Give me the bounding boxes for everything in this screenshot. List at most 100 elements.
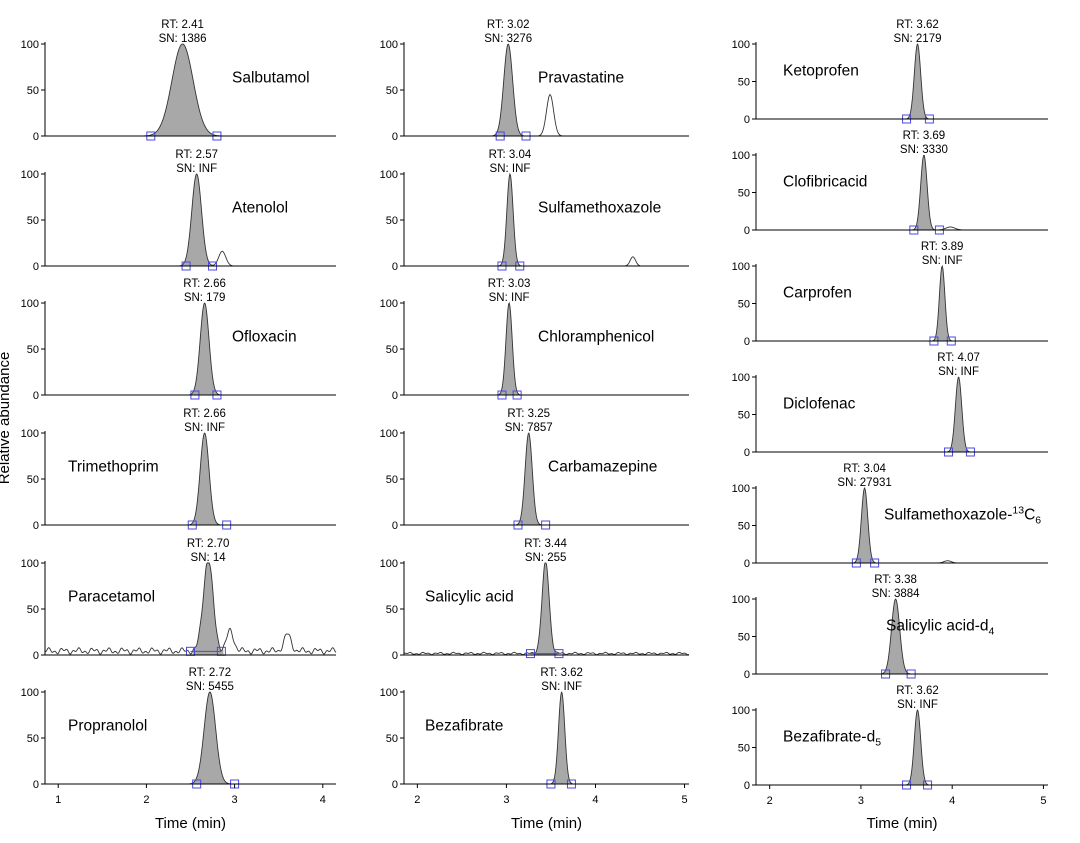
signal-noise-label: SN: INF bbox=[938, 366, 979, 378]
panel-paracetamol: 0 50 100 RT: 2.70 SN: 14 Paracetamol bbox=[21, 538, 337, 662]
peak-area bbox=[148, 44, 217, 136]
y-tick-label: 0 bbox=[392, 131, 398, 143]
panel-clofibricacid: 0 50 100 RT: 3.69 SN: 3330 Clofibricacid bbox=[732, 130, 1048, 237]
compound-name: Propranolol bbox=[68, 718, 147, 735]
peak-area bbox=[534, 563, 558, 655]
chromatogram-trace bbox=[756, 486, 1048, 564]
signal-noise-label: SN: INF bbox=[489, 292, 530, 304]
y-tick-label: 0 bbox=[744, 114, 750, 126]
panel-bezafibrate: 0 50 100 RT: 3.62 SN: INF Bezafibrate bbox=[380, 667, 689, 791]
y-tick-label: 50 bbox=[738, 632, 750, 644]
signal-noise-label: SN: 14 bbox=[191, 552, 227, 564]
y-tick-label: 0 bbox=[392, 650, 398, 662]
panel-diclofenac: 0 50 100 RT: 4.07 SN: INF Diclofenac bbox=[732, 352, 1048, 459]
chromatogram-trace bbox=[404, 432, 689, 526]
retention-time-label: RT: 3.69 bbox=[903, 130, 946, 142]
signal-noise-label: SN: 2179 bbox=[894, 33, 942, 45]
chromatogram-trace bbox=[404, 43, 689, 137]
signal-noise-label: SN: INF bbox=[922, 255, 963, 267]
y-tick-label: 50 bbox=[738, 410, 750, 422]
retention-time-label: RT: 3.62 bbox=[896, 19, 939, 31]
signal-noise-label: SN: 1386 bbox=[159, 33, 207, 45]
x-tick-label: 1 bbox=[55, 794, 61, 806]
panel-chloramphenicol: 0 50 100 RT: 3.03 SN: INF Chloramphenicol bbox=[380, 278, 689, 402]
y-tick-label: 100 bbox=[732, 483, 750, 495]
retention-time-label: RT: 3.02 bbox=[487, 19, 530, 31]
retention-time-label: RT: 4.07 bbox=[937, 352, 980, 364]
chromatogram-trace bbox=[404, 172, 689, 267]
chromatogram-trace bbox=[756, 376, 1048, 453]
y-tick-label: 100 bbox=[732, 594, 750, 606]
retention-time-label: RT: 3.38 bbox=[874, 574, 917, 586]
panel-carprofen: 0 50 100 RT: 3.89 SN: INF Carprofen bbox=[732, 241, 1048, 348]
y-tick-label: 0 bbox=[744, 336, 750, 348]
chromatogram-trace bbox=[45, 432, 336, 526]
integration-marker bbox=[554, 649, 564, 659]
y-tick-label: 50 bbox=[27, 344, 39, 356]
y-tick-label: 0 bbox=[744, 558, 750, 570]
x-tick-label: 5 bbox=[681, 794, 687, 806]
y-tick-label: 0 bbox=[33, 650, 39, 662]
x-tick-label: 3 bbox=[858, 795, 864, 807]
compound-name: Carprofen bbox=[783, 285, 852, 302]
signal-noise-label: SN: 3330 bbox=[900, 144, 948, 156]
signal-noise-label: SN: 3276 bbox=[484, 33, 532, 45]
compound-name: Chloramphenicol bbox=[538, 329, 654, 346]
peak-area bbox=[913, 155, 935, 230]
panel-trimethoprim: 0 50 100 RT: 2.66 SN: INF Trimethoprim bbox=[21, 408, 336, 532]
chromatogram-column-3: 0 50 100 RT: 3.62 SN: 2179 Ketoprofen 0 50 100 RT… bbox=[732, 19, 1048, 832]
panel-salicylic-acid-d: 0 50 100 RT: 3.38 SN: 3884 Salicylic acid-d4 bbox=[732, 574, 1048, 681]
y-tick-label: 100 bbox=[380, 558, 398, 570]
signal-noise-label: SN: 179 bbox=[184, 292, 226, 304]
signal-noise-label: SN: 5455 bbox=[186, 681, 234, 693]
compound-name: Ketoprofen bbox=[783, 63, 859, 80]
y-tick-label: 50 bbox=[27, 85, 39, 97]
y-tick-label: 50 bbox=[738, 743, 750, 755]
peak-area bbox=[933, 266, 951, 341]
peak-area bbox=[181, 174, 213, 266]
x-tick-label: 2 bbox=[143, 794, 149, 806]
panel-salbutamol: 0 50 100 RT: 2.41 SN: 1386 Salbutamol bbox=[21, 19, 336, 143]
retention-time-label: RT: 3.62 bbox=[540, 667, 583, 679]
peak-area bbox=[907, 44, 928, 119]
x-axis-title: Time (min) bbox=[155, 815, 226, 832]
panel-ofloxacin: 0 50 100 RT: 2.66 SN: 179 Ofloxacin bbox=[21, 278, 336, 402]
compound-name: Sulfamethoxazole bbox=[538, 200, 661, 217]
compound-name: Carbamazepine bbox=[548, 459, 657, 476]
panel-sulfamethoxazole: 0 50 100 RT: 3.04 SN: INF Sulfamethoxazole bbox=[380, 149, 689, 273]
panel-salicylic-acid: 0 50 100 RT: 3.44 SN: 255 Salicylic acid bbox=[380, 538, 690, 662]
signal-noise-label: SN: 255 bbox=[525, 552, 567, 564]
compound-name: Salicylic acid bbox=[425, 589, 514, 606]
y-tick-label: 50 bbox=[386, 604, 398, 616]
signal-noise-label: SN: 7857 bbox=[505, 422, 553, 434]
signal-noise-label: SN: INF bbox=[184, 422, 225, 434]
y-tick-label: 50 bbox=[738, 299, 750, 311]
signal-noise-label: SN: 3884 bbox=[872, 588, 921, 600]
peak-area bbox=[192, 563, 224, 655]
x-axis-title: Time (min) bbox=[866, 815, 937, 832]
signal-noise-label: SN: INF bbox=[176, 163, 217, 175]
y-tick-label: 100 bbox=[732, 372, 750, 384]
compound-name: Bezafibrate-d5 bbox=[783, 729, 881, 749]
y-tick-label: 100 bbox=[380, 687, 398, 699]
peak-area bbox=[500, 174, 520, 266]
y-tick-label: 50 bbox=[386, 474, 398, 486]
retention-time-label: RT: 3.44 bbox=[524, 538, 567, 550]
y-tick-label: 0 bbox=[33, 131, 39, 143]
compound-name: Atenolol bbox=[232, 200, 288, 217]
y-tick-label: 0 bbox=[744, 225, 750, 237]
y-tick-label: 0 bbox=[33, 520, 39, 532]
y-tick-label: 100 bbox=[380, 298, 398, 310]
signal-noise-label: SN: INF bbox=[897, 699, 938, 711]
y-tick-label: 100 bbox=[21, 428, 39, 440]
chromatogram-trace bbox=[404, 691, 689, 785]
y-tick-label: 0 bbox=[33, 390, 39, 402]
y-tick-label: 50 bbox=[386, 85, 398, 97]
chromatogram-trace bbox=[756, 709, 1048, 786]
peak-area bbox=[190, 433, 219, 525]
retention-time-label: RT: 2.66 bbox=[183, 278, 226, 290]
signal-noise-label: SN: 27931 bbox=[837, 477, 891, 489]
